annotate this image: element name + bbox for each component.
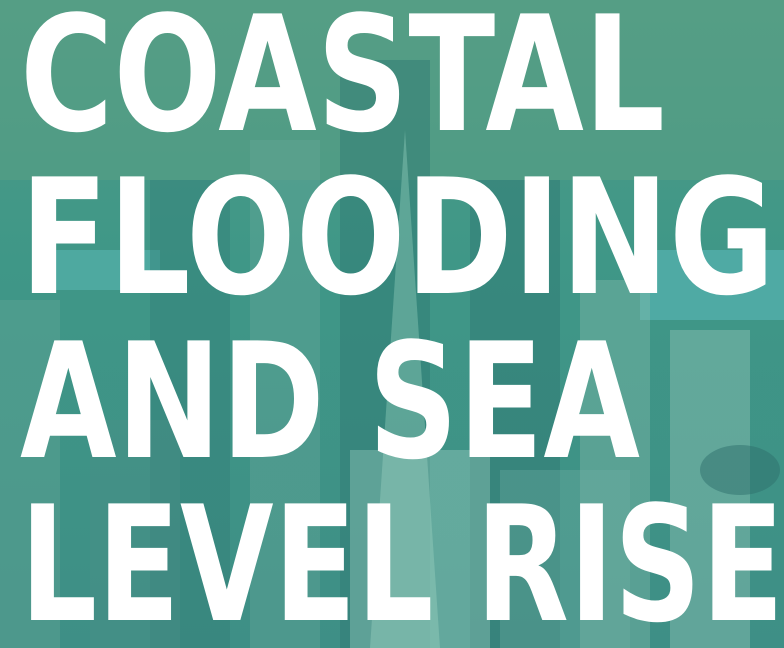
title-line: COASTAL xyxy=(20,0,665,168)
title: COASTAL FLOODING AND SEA LEVEL RISE xyxy=(20,0,784,648)
title-line: AND SEA xyxy=(20,308,640,495)
title-line: LEVEL RISE xyxy=(20,471,784,648)
title-line: FLOODING xyxy=(20,144,775,331)
